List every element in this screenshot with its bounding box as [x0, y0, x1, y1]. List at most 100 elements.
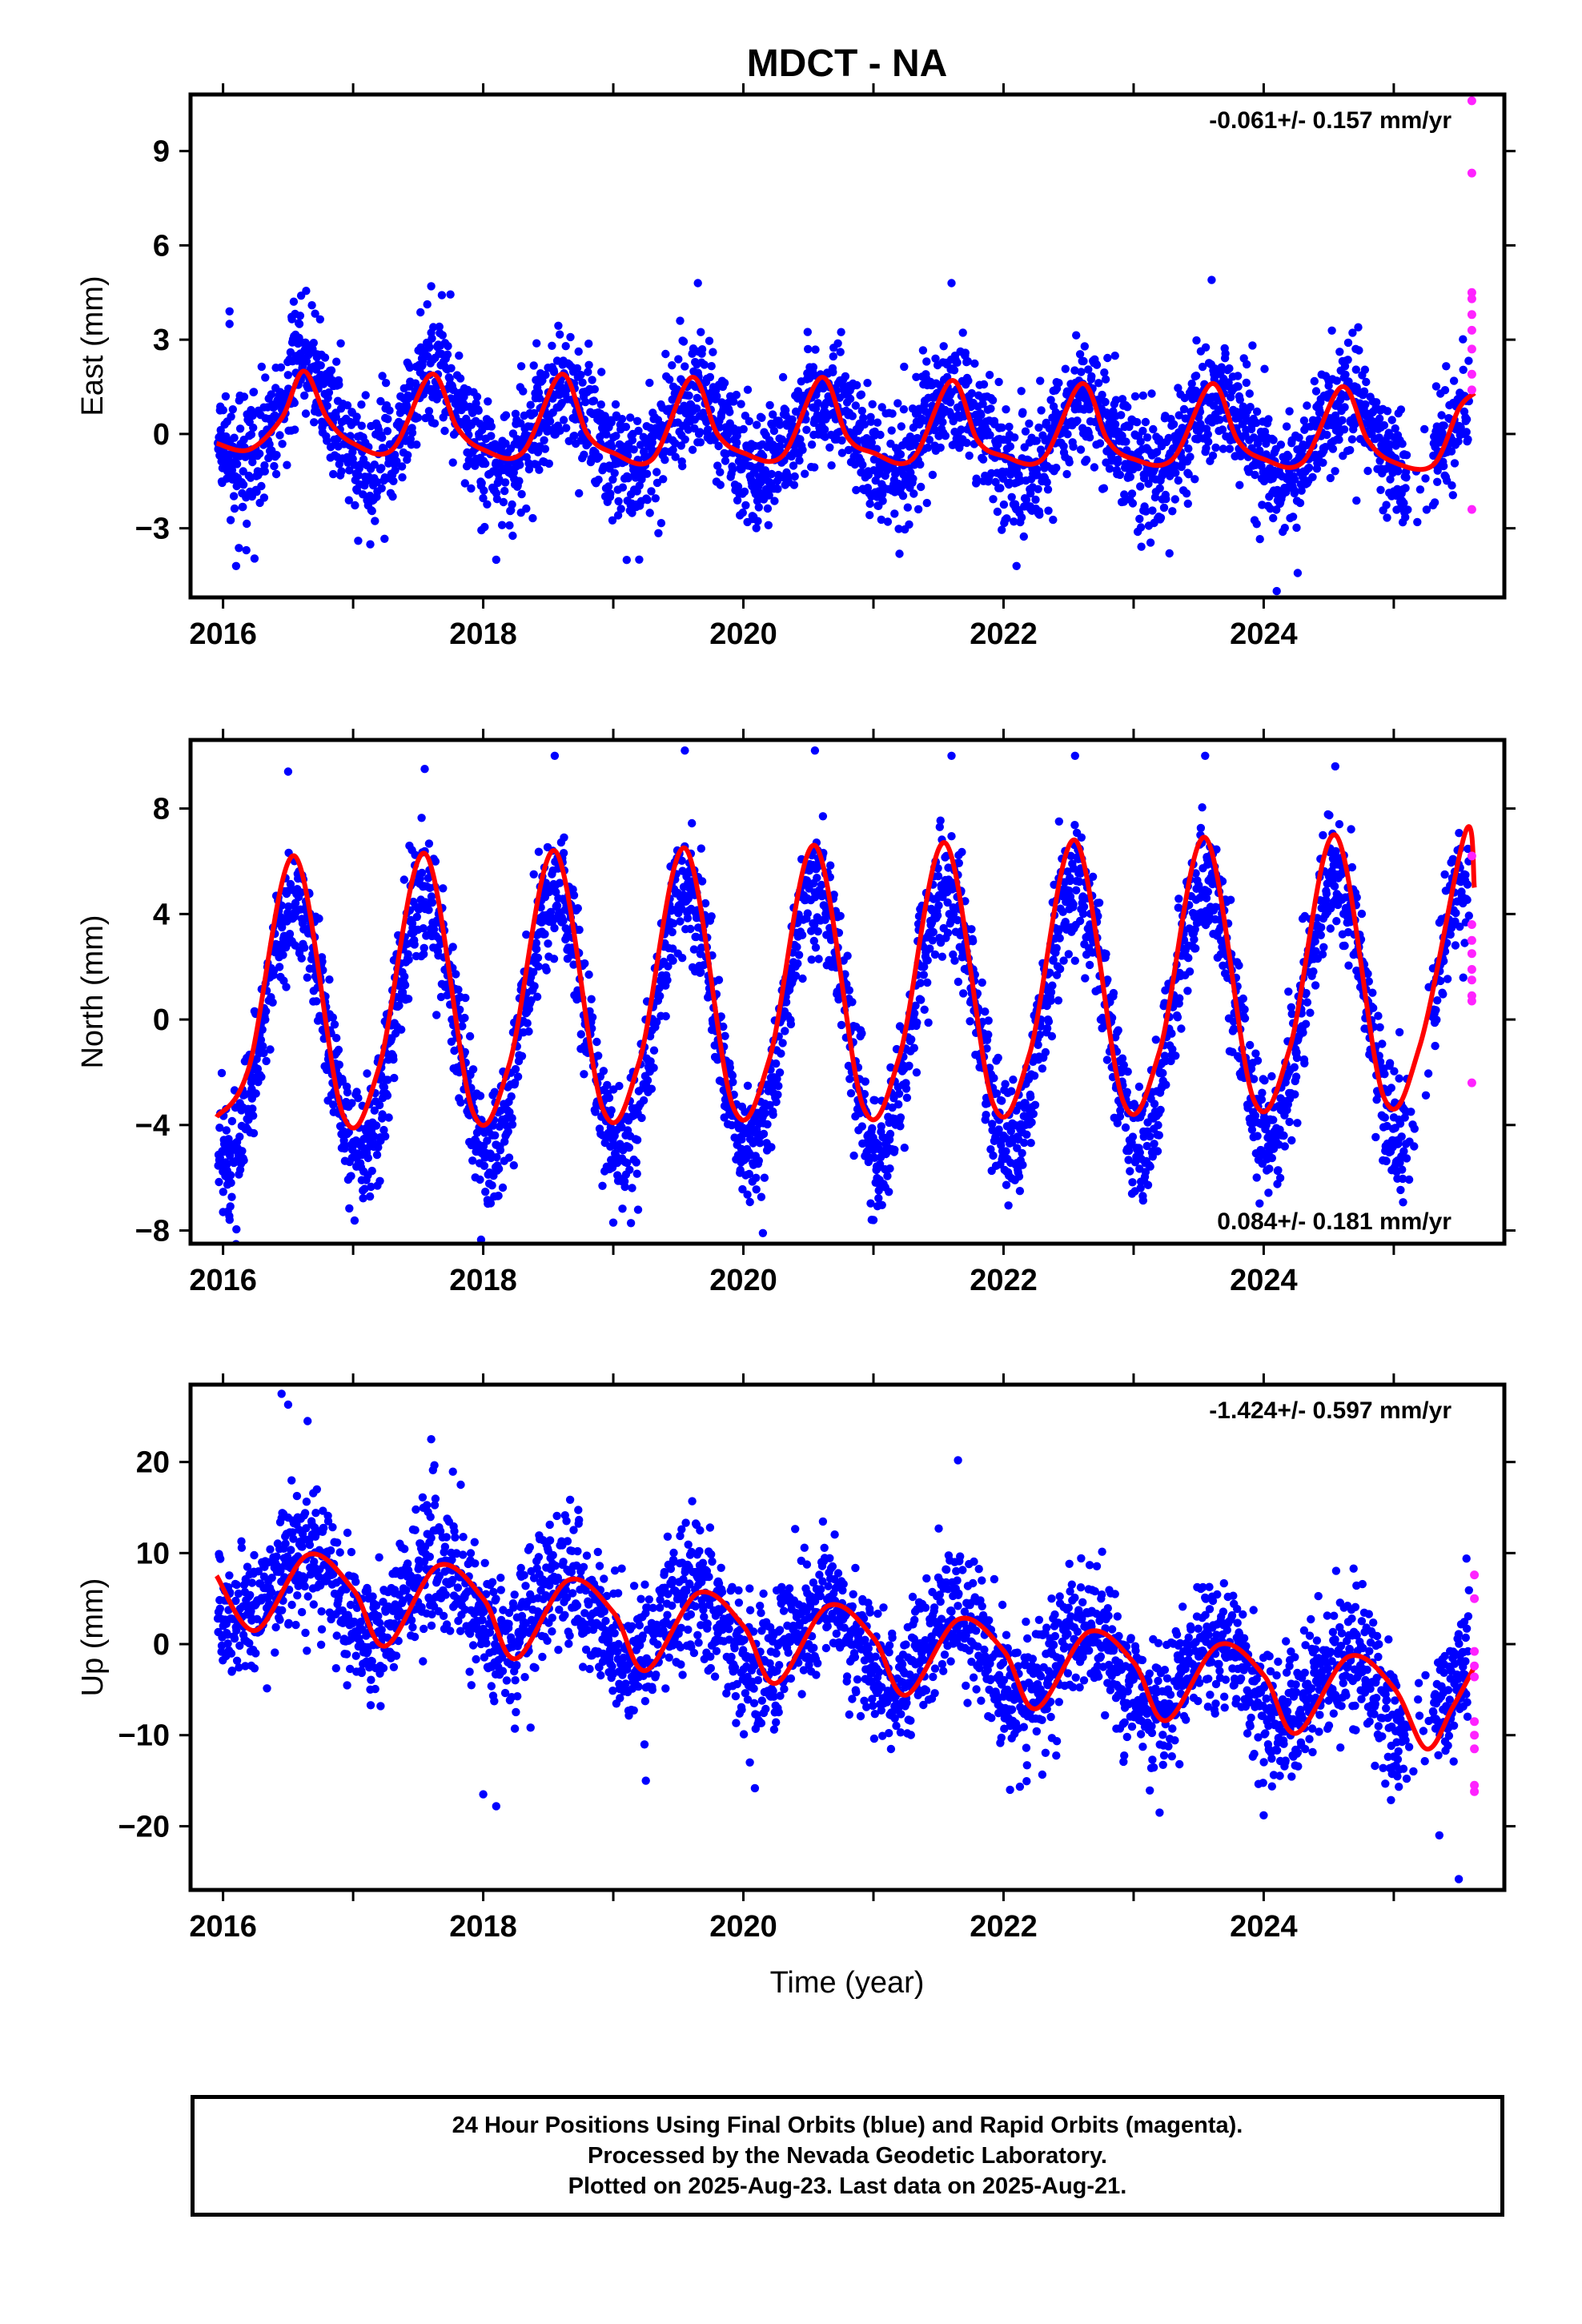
final-orbit-point	[589, 396, 599, 405]
final-orbit-point	[1255, 535, 1264, 544]
final-orbit-point	[705, 372, 715, 382]
final-orbit-point	[1225, 364, 1234, 373]
final-orbit-point	[965, 451, 974, 460]
final-orbit-point	[801, 469, 809, 478]
final-orbit-point	[529, 408, 539, 418]
final-orbit-point	[1339, 425, 1349, 434]
final-orbit-point	[607, 418, 616, 427]
final-orbit-point	[249, 388, 259, 396]
y-tick-label: 0	[153, 418, 170, 452]
final-orbit-point	[395, 1001, 404, 1010]
final-orbit-point	[474, 406, 483, 415]
final-orbit-point	[837, 1020, 846, 1030]
final-orbit-point	[517, 1051, 527, 1061]
final-orbit-point	[591, 1108, 600, 1116]
final-orbit-point	[330, 1020, 339, 1029]
final-orbit-point	[1422, 505, 1431, 514]
final-orbit-point	[266, 1045, 275, 1054]
final-orbit-point	[576, 1030, 585, 1039]
final-orbit-point	[1355, 346, 1363, 355]
final-orbit-point	[491, 1131, 500, 1140]
final-orbit-point	[634, 426, 643, 436]
final-orbit-point	[612, 432, 620, 440]
final-orbit-point	[1080, 342, 1090, 351]
final-orbit-point	[492, 495, 502, 504]
final-orbit-point	[584, 340, 593, 348]
final-orbit-point	[697, 844, 705, 853]
final-orbit-point	[1295, 433, 1303, 442]
final-orbit-point	[759, 1129, 769, 1139]
final-orbit-point	[383, 427, 392, 436]
final-orbit-point	[424, 407, 434, 416]
final-orbit-point	[556, 330, 564, 339]
final-orbit-point	[912, 372, 921, 381]
final-orbit-point	[534, 847, 544, 856]
final-orbit-point	[598, 1181, 607, 1191]
rapid-orbit-point	[1467, 294, 1476, 304]
final-orbit-point	[732, 390, 741, 400]
final-orbit-point	[529, 870, 538, 879]
final-orbit-point	[1332, 376, 1342, 385]
final-orbit-point	[907, 1035, 916, 1044]
final-orbit-point	[487, 432, 496, 440]
final-orbit-point	[370, 1106, 379, 1115]
final-orbit-point	[323, 436, 331, 445]
final-orbit-point	[315, 914, 323, 923]
final-orbit-point	[1063, 430, 1072, 439]
final-orbit-point	[645, 509, 654, 517]
final-orbit-point	[897, 422, 906, 431]
final-orbit-point	[814, 955, 823, 963]
final-orbit-point	[713, 461, 722, 470]
final-orbit-point	[594, 1051, 603, 1060]
final-orbit-point	[643, 1076, 652, 1085]
final-orbit-point	[1073, 416, 1082, 425]
final-orbit-point	[554, 321, 563, 330]
final-orbit-point	[654, 529, 663, 537]
final-orbit-point	[496, 1106, 505, 1116]
final-orbit-point	[375, 1176, 384, 1186]
final-orbit-point	[807, 955, 816, 964]
rapid-orbit-point	[1467, 96, 1476, 106]
final-orbit-point	[741, 501, 750, 510]
final-orbit-point	[1421, 474, 1430, 483]
final-orbit-point	[327, 366, 336, 375]
final-orbit-point	[1450, 459, 1460, 468]
final-orbit-point	[677, 441, 685, 450]
final-orbit-point	[901, 1084, 911, 1093]
final-orbit-point	[248, 411, 257, 420]
final-orbit-point	[424, 906, 433, 915]
final-orbit-point	[548, 341, 556, 350]
final-orbit-point	[345, 1204, 354, 1213]
final-orbit-point	[312, 997, 321, 1006]
final-orbit-point	[697, 345, 707, 354]
final-orbit-point	[508, 1114, 516, 1123]
final-orbit-point	[483, 1136, 492, 1145]
final-orbit-point	[1059, 442, 1068, 451]
final-orbit-point	[678, 461, 687, 471]
final-orbit-point	[408, 428, 417, 437]
final-orbit-point	[359, 1194, 367, 1203]
final-orbit-point	[1005, 422, 1014, 432]
final-orbit-point	[1152, 448, 1162, 456]
final-orbit-point	[378, 372, 387, 380]
x-tick-label: 2022	[970, 617, 1038, 651]
final-orbit-point	[626, 413, 635, 422]
final-orbit-point	[885, 1129, 895, 1139]
model-curve-east	[215, 368, 1476, 472]
final-orbit-point	[413, 413, 423, 422]
final-orbit-point	[404, 995, 413, 1003]
final-orbit-point	[412, 912, 421, 922]
final-orbit-point	[243, 519, 251, 529]
final-orbit-point	[1459, 335, 1468, 344]
final-orbit-point	[1321, 443, 1330, 452]
final-orbit-point	[1269, 513, 1278, 523]
y-tick-label: 6	[153, 229, 170, 263]
final-orbit-point	[1123, 403, 1132, 412]
final-orbit-point	[498, 1183, 508, 1192]
final-orbit-point	[1062, 469, 1071, 479]
final-orbit-point	[578, 378, 587, 387]
final-orbit-point	[696, 438, 705, 447]
final-orbit-point	[1019, 532, 1029, 541]
final-orbit-point	[1017, 387, 1026, 396]
final-orbit-point	[425, 343, 434, 352]
